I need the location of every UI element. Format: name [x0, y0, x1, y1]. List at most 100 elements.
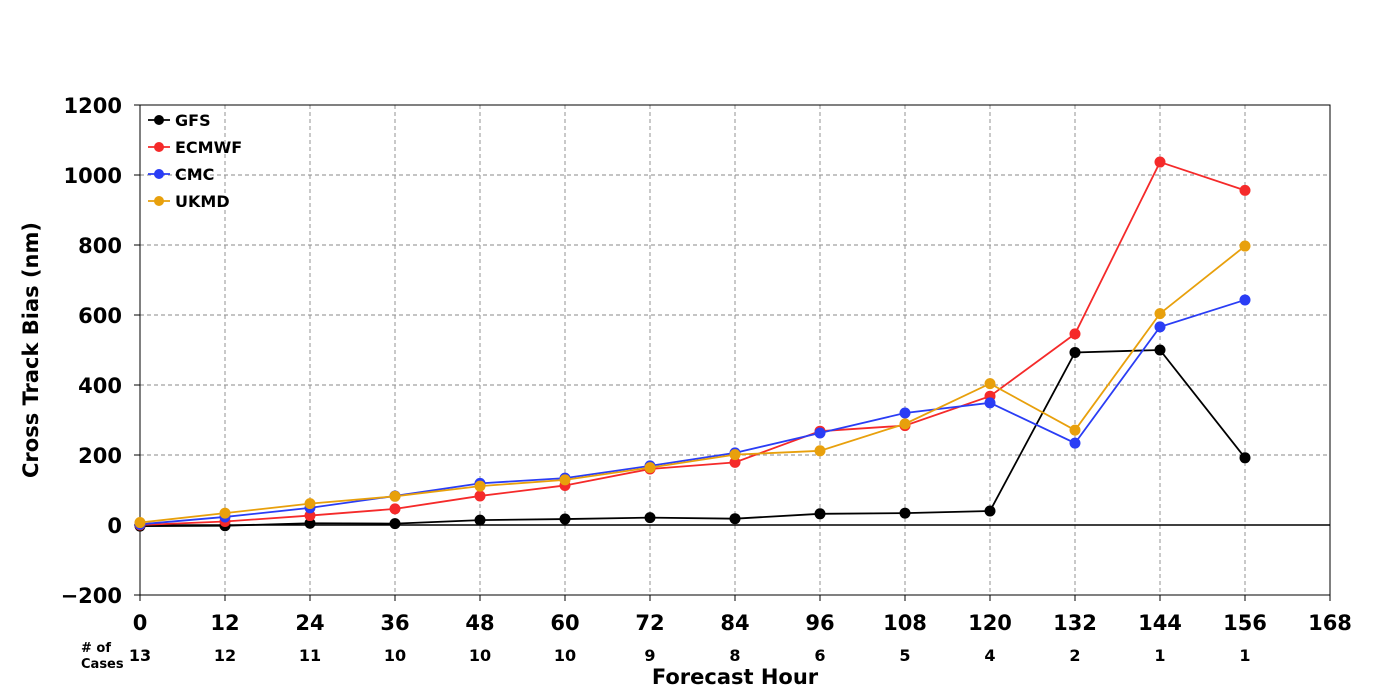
- data-point-ecmwf: [389, 503, 401, 515]
- data-point-gfs: [814, 508, 826, 520]
- x-tick-label: 96: [805, 611, 834, 635]
- case-count: 6: [814, 646, 825, 665]
- data-point-gfs: [1069, 346, 1081, 358]
- data-point-ukmd: [1069, 424, 1081, 436]
- x-axis-ticks: 0 12 24 36 48 60 72 84 96 108 120 132 144 156 168: [133, 595, 1352, 635]
- data-point-cmc: [814, 427, 826, 439]
- data-point-gfs: [559, 513, 571, 525]
- data-point-gfs: [644, 512, 656, 524]
- x-tick-label: 84: [720, 611, 749, 635]
- case-count: 10: [554, 646, 576, 665]
- case-count: 9: [644, 646, 655, 665]
- data-point-ukmd: [1154, 308, 1166, 320]
- legend: GFS ECMWF CMC UKMD: [148, 111, 242, 211]
- legend-swatch-marker: [154, 142, 164, 152]
- legend-item-ecmwf: ECMWF: [148, 138, 242, 157]
- data-point-ecmwf: [304, 510, 316, 522]
- data-point-cmc: [899, 407, 911, 419]
- data-point-cmc: [1154, 321, 1166, 333]
- data-point-gfs: [984, 505, 996, 517]
- data-point-ukmd: [899, 418, 911, 430]
- case-count: 1: [1154, 646, 1165, 665]
- series-line-ukmd: [139, 245, 1246, 524]
- case-count: 2: [1069, 646, 1080, 665]
- x-tick-label: 144: [1138, 611, 1182, 635]
- case-count: 10: [384, 646, 406, 665]
- y-axis-label: Cross Track Bias (nm): [19, 222, 43, 478]
- x-tick-label: 36: [380, 611, 409, 635]
- legend-item-ukmd: UKMD: [148, 192, 230, 211]
- y-tick-label: 1200: [64, 94, 122, 118]
- legend-label: CMC: [175, 165, 214, 184]
- y-tick-label: 0: [107, 514, 122, 538]
- case-count: 11: [299, 646, 321, 665]
- y-axis-ticks: −200 0 200 400 600 800 1000 1200: [61, 94, 140, 608]
- x-tick-label: 12: [210, 611, 239, 635]
- data-point-gfs: [1154, 344, 1166, 356]
- case-count: 5: [899, 646, 910, 665]
- y-tick-label: 600: [78, 304, 122, 328]
- legend-item-cmc: CMC: [148, 165, 214, 184]
- case-count: 1: [1239, 646, 1250, 665]
- y-tick-label: 1000: [64, 164, 122, 188]
- data-point-ukmd: [219, 507, 231, 519]
- data-point-ukmd: [644, 462, 656, 474]
- x-tick-label: 156: [1223, 611, 1267, 635]
- legend-label: UKMD: [175, 192, 230, 211]
- y-tick-label: 400: [78, 374, 122, 398]
- x-tick-label: 60: [550, 611, 579, 635]
- case-count: 12: [214, 646, 236, 665]
- case-count: 10: [469, 646, 491, 665]
- cases-label-line2: Cases: [81, 657, 124, 672]
- legend-label: ECMWF: [175, 138, 242, 157]
- x-tick-label: 72: [635, 611, 664, 635]
- x-tick-label: 120: [968, 611, 1012, 635]
- case-count: 8: [729, 646, 740, 665]
- series-layer: [134, 156, 1251, 532]
- x-tick-label: 108: [883, 611, 927, 635]
- series-line-ecmwf: [139, 160, 1246, 526]
- y-tick-label: 800: [78, 234, 122, 258]
- data-point-ukmd: [984, 378, 996, 390]
- data-point-ukmd: [814, 445, 826, 457]
- data-point-ecmwf: [729, 456, 741, 468]
- data-point-ukmd: [389, 490, 401, 502]
- legend-item-gfs: GFS: [148, 111, 211, 130]
- data-point-cmc: [1069, 437, 1081, 449]
- data-point-cmc: [984, 397, 996, 409]
- data-point-ecmwf: [1069, 328, 1081, 340]
- data-point-gfs: [474, 514, 486, 526]
- x-tick-label: 0: [133, 611, 148, 635]
- series-line-cmc: [139, 299, 1246, 526]
- series-cmc: [134, 294, 1251, 530]
- legend-swatch-marker: [154, 169, 164, 179]
- y-tick-label: −200: [61, 584, 122, 608]
- data-point-ecmwf: [1239, 184, 1251, 196]
- x-tick-label: 48: [465, 611, 494, 635]
- data-point-gfs: [304, 517, 316, 529]
- legend-label: GFS: [175, 111, 211, 130]
- data-point-gfs: [1239, 452, 1251, 464]
- data-point-gfs: [899, 507, 911, 519]
- data-point-ukmd: [474, 480, 486, 492]
- data-point-cmc: [1239, 294, 1251, 306]
- x-tick-label: 168: [1308, 611, 1352, 635]
- x-tick-label: 24: [295, 611, 324, 635]
- data-point-ukmd: [134, 517, 146, 529]
- series-ecmwf: [134, 156, 1251, 531]
- series-ukmd: [134, 240, 1251, 529]
- data-point-ukmd: [729, 449, 741, 461]
- series-gfs: [134, 344, 1251, 532]
- data-point-ukmd: [559, 474, 571, 486]
- cases-row: # of Cases 13 12 11 10 10 10 9 8 6 5 4 2 1 1: [81, 641, 1251, 672]
- data-point-ecmwf: [474, 490, 486, 502]
- data-point-gfs: [729, 513, 741, 525]
- x-tick-label: 132: [1053, 611, 1097, 635]
- case-count: 13: [129, 646, 151, 665]
- legend-swatch-marker: [154, 115, 164, 125]
- y-tick-label: 200: [78, 444, 122, 468]
- series-line-gfs: [139, 349, 1246, 527]
- case-count: 4: [984, 646, 995, 665]
- legend-swatch-marker: [154, 196, 164, 206]
